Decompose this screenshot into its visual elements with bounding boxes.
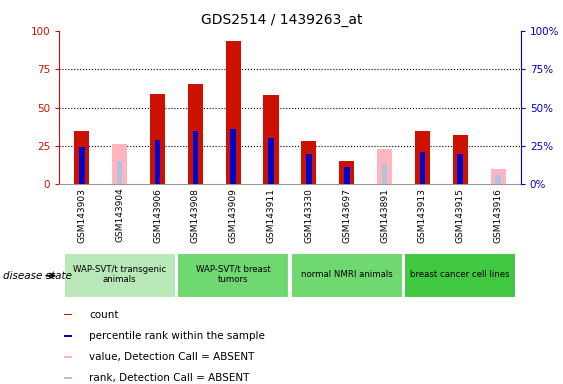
Text: GSM143916: GSM143916: [494, 188, 503, 243]
Text: GSM143913: GSM143913: [418, 188, 427, 243]
Bar: [79, 147, 84, 184]
Bar: [64, 356, 72, 358]
Bar: [377, 149, 392, 184]
Text: GSM143904: GSM143904: [115, 188, 124, 242]
Bar: [64, 335, 72, 337]
Bar: [64, 377, 72, 379]
Bar: [268, 138, 274, 184]
Text: count: count: [89, 310, 119, 320]
Text: WAP-SVT/t breast
tumors: WAP-SVT/t breast tumors: [196, 265, 271, 284]
Text: GSM143908: GSM143908: [191, 188, 200, 243]
Text: GSM143909: GSM143909: [229, 188, 238, 243]
Bar: [457, 154, 463, 184]
Bar: [64, 253, 176, 298]
Text: WAP-SVT/t transgenic
animals: WAP-SVT/t transgenic animals: [73, 265, 166, 284]
Bar: [230, 129, 236, 184]
Bar: [155, 140, 160, 184]
Text: GSM143891: GSM143891: [380, 188, 389, 243]
Text: GSM143906: GSM143906: [153, 188, 162, 243]
Text: GSM143330: GSM143330: [305, 188, 314, 243]
Bar: [64, 314, 72, 316]
Bar: [150, 94, 165, 184]
Text: GDS2514 / 1439263_at: GDS2514 / 1439263_at: [201, 13, 362, 27]
Bar: [193, 131, 198, 184]
Text: disease state: disease state: [3, 271, 72, 281]
Bar: [382, 164, 387, 184]
Bar: [117, 161, 123, 184]
Text: GSM143911: GSM143911: [266, 188, 275, 243]
Bar: [112, 144, 127, 184]
Bar: [490, 169, 506, 184]
Bar: [453, 135, 468, 184]
Bar: [188, 84, 203, 184]
Bar: [226, 41, 241, 184]
Bar: [301, 141, 316, 184]
Bar: [419, 152, 425, 184]
Text: percentile rank within the sample: percentile rank within the sample: [89, 331, 265, 341]
Bar: [415, 131, 430, 184]
Bar: [306, 154, 312, 184]
Text: GSM143697: GSM143697: [342, 188, 351, 243]
Bar: [495, 175, 501, 184]
Bar: [291, 253, 403, 298]
Text: rank, Detection Call = ABSENT: rank, Detection Call = ABSENT: [89, 373, 249, 383]
Text: breast cancer cell lines: breast cancer cell lines: [410, 270, 510, 279]
Bar: [263, 95, 279, 184]
Bar: [404, 253, 516, 298]
Bar: [344, 167, 350, 184]
Text: normal NMRI animals: normal NMRI animals: [301, 270, 392, 279]
Text: value, Detection Call = ABSENT: value, Detection Call = ABSENT: [89, 352, 254, 362]
Bar: [74, 131, 90, 184]
Bar: [339, 161, 354, 184]
Text: GSM143915: GSM143915: [455, 188, 464, 243]
Text: GSM143903: GSM143903: [77, 188, 86, 243]
Bar: [177, 253, 289, 298]
